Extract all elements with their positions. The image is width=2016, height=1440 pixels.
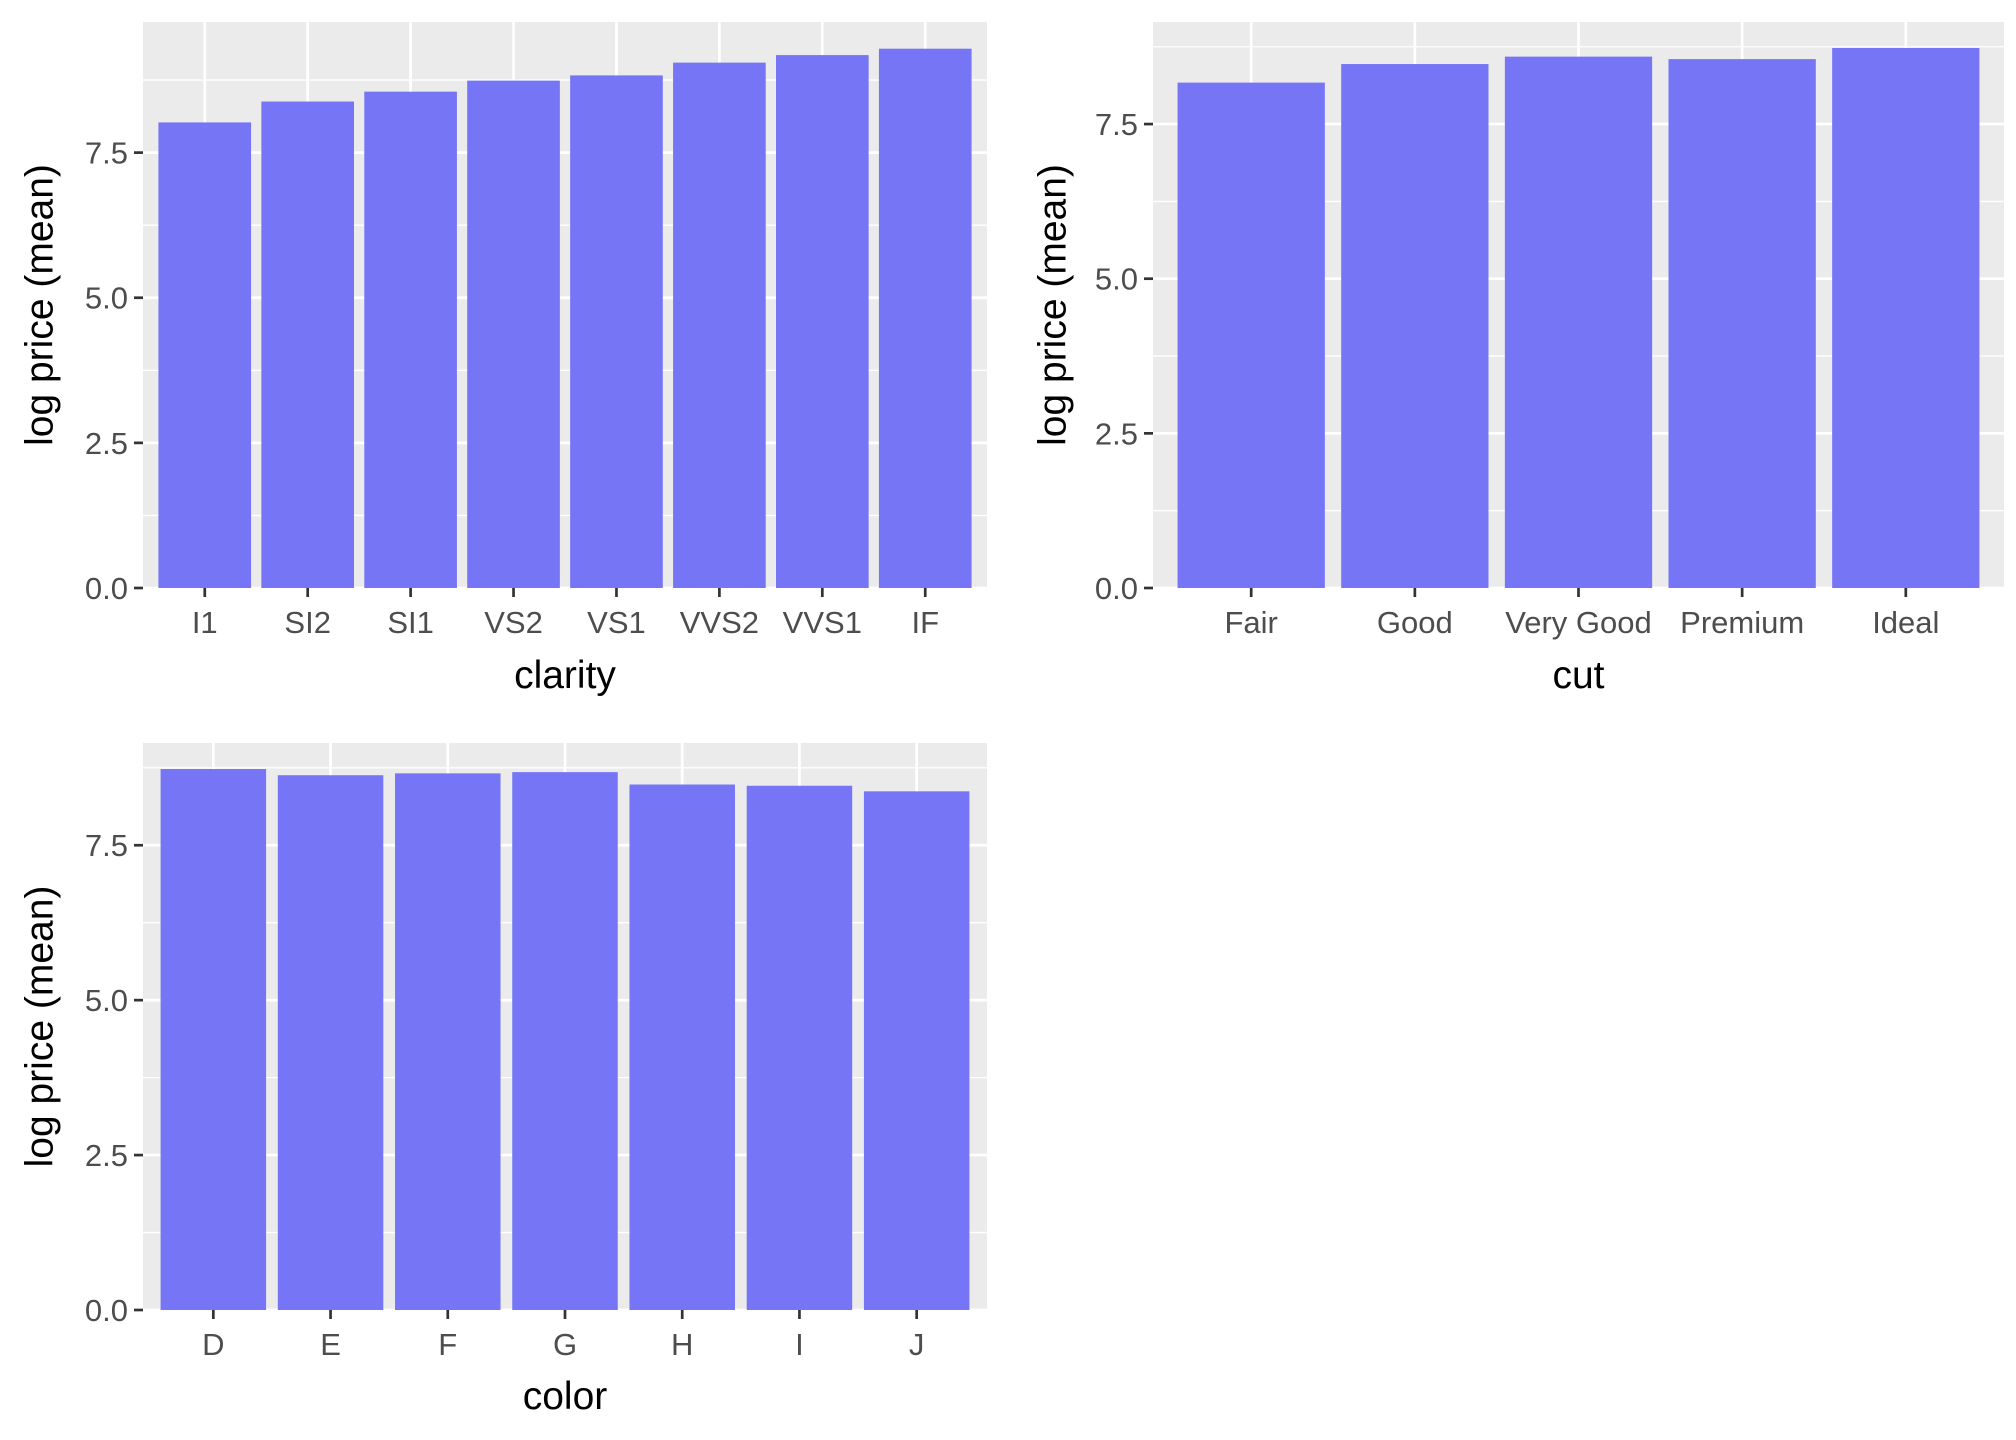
x-tick-label: Ideal xyxy=(1872,605,1939,640)
bar-very-good xyxy=(1504,56,1653,588)
x-tick-label: Fair xyxy=(1224,605,1277,640)
bar-i1 xyxy=(158,122,252,589)
cut-chart: 0.0 2.5 5.0 7.5 Fair Good Very Good Premium Idea… xyxy=(1031,22,2004,697)
x-tick-label: H xyxy=(671,1327,693,1362)
x-tick-label: D xyxy=(202,1327,224,1362)
bar-j xyxy=(863,791,970,1310)
x-tick-label: I1 xyxy=(192,605,218,640)
x-tick-label: G xyxy=(553,1327,577,1362)
x-tick-label: IF xyxy=(911,605,939,640)
x-tick-label: Premium xyxy=(1680,605,1804,640)
x-tick-label: VS2 xyxy=(484,605,543,640)
y-tick-label: 5.0 xyxy=(1095,262,1138,297)
x-tick-label: SI1 xyxy=(387,605,434,640)
bar-d xyxy=(160,769,267,1310)
bar-fair xyxy=(1177,82,1325,589)
y-tick-label: 0.0 xyxy=(85,1293,128,1328)
y-tick-label: 2.5 xyxy=(85,1138,128,1173)
bar-g xyxy=(512,772,618,1310)
bar-h xyxy=(629,784,735,1310)
bar-vvs1 xyxy=(776,55,869,588)
bar-i xyxy=(746,785,853,1310)
x-tick-label: VVS2 xyxy=(680,605,759,640)
y-tick-label: 0.0 xyxy=(85,571,128,606)
x-axis-title: cut xyxy=(1552,654,1604,697)
bar-f xyxy=(395,773,501,1310)
bar-e xyxy=(277,775,384,1310)
x-tick-label: F xyxy=(438,1327,457,1362)
y-axis-title: log price (mean) xyxy=(18,886,61,1168)
x-tick-label: Good xyxy=(1377,605,1453,640)
bar-if xyxy=(878,48,972,588)
bar-vvs2 xyxy=(673,62,766,588)
x-tick-label: SI2 xyxy=(284,605,331,640)
bar-vs1 xyxy=(570,75,663,589)
y-tick-label: 5.0 xyxy=(85,281,128,316)
x-tick-label: VS1 xyxy=(587,605,646,640)
clarity-chart: 0.0 2.5 5.0 7.5 I1 SI2 SI1 VS2 VS1 VVS2 VVS1 IF clar… xyxy=(18,22,987,697)
y-tick-label: 2.5 xyxy=(85,426,128,461)
x-tick-label: VVS1 xyxy=(783,605,862,640)
bar-vs2 xyxy=(467,80,560,588)
x-tick-label: I xyxy=(795,1327,804,1362)
x-axis-title: clarity xyxy=(514,654,616,697)
y-axis-title: log price (mean) xyxy=(1031,164,1074,446)
y-tick-label: 7.5 xyxy=(1095,107,1138,142)
bar-good xyxy=(1341,64,1489,589)
y-tick-label: 7.5 xyxy=(85,136,128,171)
x-tick-label: Very Good xyxy=(1505,605,1651,640)
y-tick-label: 5.0 xyxy=(85,983,128,1018)
bar-ideal xyxy=(1832,47,1980,588)
bar-si1 xyxy=(364,91,457,589)
bar-premium xyxy=(1668,59,1816,589)
x-tick-label: E xyxy=(320,1327,341,1362)
y-tick-label: 7.5 xyxy=(85,828,128,863)
y-axis-title: log price (mean) xyxy=(18,164,61,446)
x-axis-title: color xyxy=(523,1375,608,1418)
y-tick-label: 2.5 xyxy=(1095,416,1138,451)
y-tick-label: 0.0 xyxy=(1095,571,1138,606)
bar-si2 xyxy=(261,101,354,588)
x-tick-label: J xyxy=(909,1327,925,1362)
